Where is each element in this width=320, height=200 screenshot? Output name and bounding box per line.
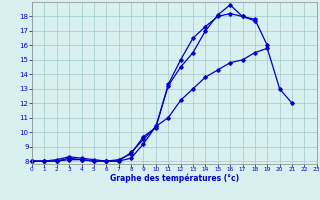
X-axis label: Graphe des températures (°c): Graphe des températures (°c) <box>110 174 239 183</box>
